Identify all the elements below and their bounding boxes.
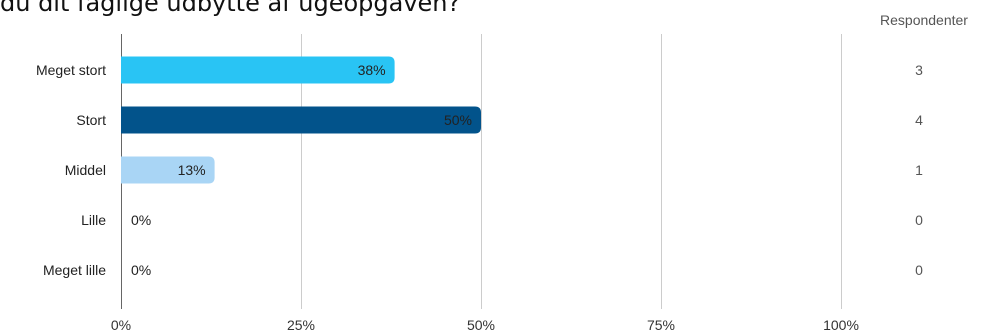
x-tick-label: 0%: [111, 317, 131, 333]
chart-title: du dit faglige udbytte af ugeopgaven?: [0, 0, 460, 17]
bar-value-label: 38%: [358, 62, 386, 78]
x-tick-label: 75%: [647, 317, 675, 333]
respondent-count: 0: [915, 212, 923, 228]
category-label: Stort: [76, 112, 106, 128]
respondent-count: 1: [915, 162, 923, 178]
respondent-counts: 3 4 1 0 0: [915, 62, 923, 278]
category-label: Meget stort: [36, 62, 106, 78]
bar-value-label: 13%: [178, 162, 206, 178]
x-tick-labels: 0% 25% 50% 75% 100%: [111, 317, 859, 333]
respondent-count: 3: [915, 62, 923, 78]
category-label: Lille: [81, 212, 106, 228]
respondent-count: 4: [915, 112, 923, 128]
category-label: Meget lille: [43, 262, 106, 278]
bar-value-label: 0%: [131, 262, 151, 278]
x-tick-label: 25%: [287, 317, 315, 333]
bar: [121, 156, 215, 184]
x-tick-label: 100%: [823, 317, 859, 333]
bar-value-label: 0%: [131, 212, 151, 228]
bars: 38% 50% 13% 0% 0%: [121, 56, 481, 278]
category-label: Middel: [65, 162, 106, 178]
bar: [121, 56, 395, 84]
respondents-header: Respondenter: [880, 12, 968, 28]
category-labels: Meget stort Stort Middel Lille Meget lille: [36, 62, 106, 278]
respondent-count: 0: [915, 262, 923, 278]
x-tick-label: 50%: [467, 317, 495, 333]
bar-value-label: 50%: [444, 112, 472, 128]
bar: [121, 106, 481, 134]
